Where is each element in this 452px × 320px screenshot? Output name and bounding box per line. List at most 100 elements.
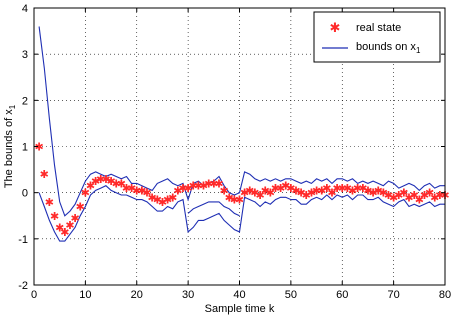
real-state-marker: ✱ xyxy=(333,182,342,195)
x-tick-label: 50 xyxy=(285,289,297,301)
real-state-marker: ✱ xyxy=(399,187,408,200)
real-state-marker: ✱ xyxy=(317,184,326,197)
real-state-marker: ✱ xyxy=(112,177,121,190)
real-state-marker: ✱ xyxy=(204,177,213,190)
real-state-marker: ✱ xyxy=(153,194,162,207)
x-tick-label: 10 xyxy=(79,289,91,301)
x-tick-label: 30 xyxy=(182,289,194,301)
real-state-marker: ✱ xyxy=(96,173,105,186)
real-state-marker: ✱ xyxy=(379,187,388,200)
real-state-marker: ✱ xyxy=(420,189,429,202)
real-state-marker: ✱ xyxy=(250,187,259,200)
real-state-marker: ✱ xyxy=(225,191,234,204)
y-tick-label: 4 xyxy=(22,3,28,15)
legend-box xyxy=(313,11,441,63)
real-state-marker: ✱ xyxy=(148,191,157,204)
real-state-marker: ✱ xyxy=(307,187,316,200)
real-state-marker: ✱ xyxy=(178,182,187,195)
x-tick-label: 70 xyxy=(388,289,400,301)
real-state-marker: ✱ xyxy=(173,184,182,197)
real-state-marker: ✱ xyxy=(302,189,311,202)
x-tick-label: 80 xyxy=(439,289,451,301)
real-state-marker: ✱ xyxy=(389,191,398,204)
real-state-marker: ✱ xyxy=(291,184,300,197)
real-state-marker: ✱ xyxy=(286,182,295,195)
real-state-marker: ✱ xyxy=(199,180,208,193)
legend-real-state-label: real state xyxy=(356,22,401,34)
real-state-marker: ✱ xyxy=(142,187,151,200)
real-state-marker: ✱ xyxy=(137,184,146,197)
legend: ✱ real state bounds on x1 xyxy=(313,11,441,63)
real-state-marker: ✱ xyxy=(86,180,95,193)
y-tick-label: -1 xyxy=(18,234,28,246)
real-state-marker: ✱ xyxy=(415,194,424,207)
real-state-marker: ✱ xyxy=(374,184,383,197)
real-state-marker: ✱ xyxy=(194,180,203,193)
real-state-marker: ✱ xyxy=(384,189,393,202)
y-axis-ticks: -2 -1 0 1 2 3 4 xyxy=(18,3,445,292)
real-state-marker: ✱ xyxy=(410,189,419,202)
real-state-marker: ✱ xyxy=(55,221,64,234)
x-axis-ticks: 0 10 20 30 40 50 60 70 80 xyxy=(31,8,451,301)
real-state-marker: ✱ xyxy=(168,191,177,204)
real-state-marker: ✱ xyxy=(261,184,270,197)
y-tick-label: 2 xyxy=(22,95,28,107)
real-state-marker: ✱ xyxy=(394,189,403,202)
real-state-marker: ✱ xyxy=(368,187,377,200)
real-state-marker: ✱ xyxy=(184,182,193,195)
series-layer: ✱✱✱✱✱✱✱✱✱✱✱✱✱✱✱✱✱✱✱✱✱✱✱✱✱✱✱✱✱✱✱✱✱✱✱✱✱✱✱✱… xyxy=(35,26,450,242)
inner-bound-line xyxy=(187,201,240,217)
real-state-marker: ✱ xyxy=(297,187,306,200)
real-state-marker: ✱ xyxy=(101,173,110,186)
real-state-marker: ✱ xyxy=(189,180,198,193)
real-state-marker: ✱ xyxy=(348,184,357,197)
real-state-marker: ✱ xyxy=(209,177,218,190)
real-state-marker: ✱ xyxy=(430,191,439,204)
y-axis-label: The bounds of x1 xyxy=(3,104,17,188)
x-tick-label: 60 xyxy=(336,289,348,301)
real-state-marker: ✱ xyxy=(106,175,115,188)
real-state-marker: ✱ xyxy=(245,184,254,197)
lower-bound-line xyxy=(38,185,445,242)
real-state-marker: ✱ xyxy=(230,194,239,207)
real-state-marker: ✱ xyxy=(327,187,336,200)
grid-lines xyxy=(34,8,445,285)
y-tick-label: 1 xyxy=(22,142,28,154)
y-tick-label: -2 xyxy=(18,280,28,292)
real-state-marker: ✱ xyxy=(70,212,79,225)
real-state-marker: ✱ xyxy=(60,226,69,239)
legend-bounds-label-main: bounds on x xyxy=(356,41,416,53)
real-state-marker: ✱ xyxy=(65,219,74,232)
real-state-marker: ✱ xyxy=(50,210,59,223)
x-axis-label: Sample time k xyxy=(205,303,275,315)
real-state-marker: ✱ xyxy=(91,175,100,188)
real-state-marker: ✱ xyxy=(276,182,285,195)
real-state-marker: ✱ xyxy=(281,180,290,193)
real-state-marker: ✱ xyxy=(271,182,280,195)
real-state-marker: ✱ xyxy=(322,182,331,195)
real-state-marker: ✱ xyxy=(435,189,444,202)
y-axis-label-subscript: 1 xyxy=(8,104,17,109)
real-state-marker: ✱ xyxy=(338,182,347,195)
real-state-marker: ✱ xyxy=(425,187,434,200)
real-state-marker: ✱ xyxy=(40,168,49,181)
legend-bounds-label-subscript: 1 xyxy=(416,46,421,55)
real-state-marker: ✱ xyxy=(127,182,136,195)
real-state-marker: ✱ xyxy=(343,182,352,195)
y-axis-label-main: The bounds of x xyxy=(3,109,15,188)
y-tick-label: 3 xyxy=(22,49,28,61)
real-state-marker: ✱ xyxy=(163,194,172,207)
real-state-marker: ✱ xyxy=(45,196,54,209)
real-state-marker: ✱ xyxy=(363,184,372,197)
real-state-marker: ✱ xyxy=(358,182,367,195)
legend-bounds-label: bounds on x1 xyxy=(356,41,421,55)
real-state-marker: ✱ xyxy=(219,184,228,197)
real-state-marker: ✱ xyxy=(35,141,44,154)
y-tick-label: 0 xyxy=(22,188,28,200)
x-tick-label: 40 xyxy=(233,289,245,301)
real-state-marker: ✱ xyxy=(132,184,141,197)
real-state-marker: ✱ xyxy=(266,187,275,200)
real-state-marker: ✱ xyxy=(312,184,321,197)
real-state-marker: ✱ xyxy=(240,187,249,200)
